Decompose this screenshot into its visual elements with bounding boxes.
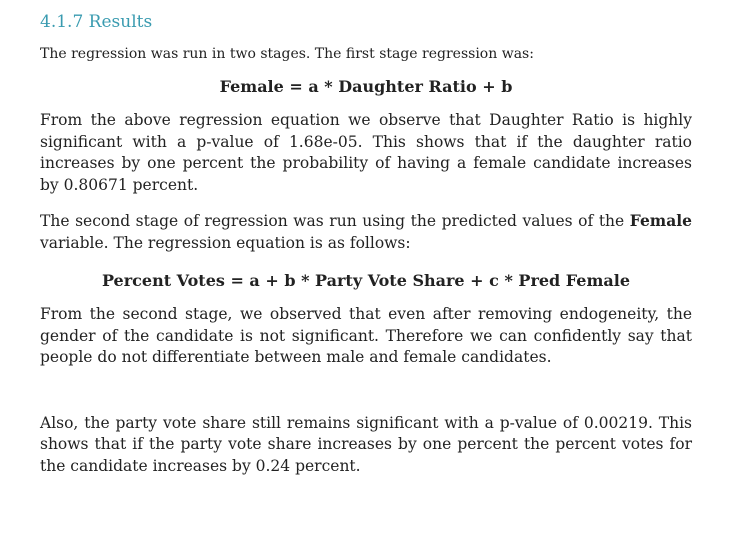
- paragraph-party-vote-share: Also, the party vote share still remains…: [40, 413, 692, 475]
- spacer: [40, 383, 692, 413]
- section-heading: 4.1.7 Results: [40, 12, 153, 32]
- first-stage-equation: Female = a * Daughter Ratio + b: [219, 77, 513, 96]
- paragraph-second-stage: The second stage of regression was run u…: [40, 210, 692, 254]
- second-stage-equation: Percent Votes = a + b * Party Vote Share…: [101, 271, 631, 290]
- document-page: 4.1.7 Results The regression was run in …: [40, 8, 692, 491]
- paragraph-daughter-ratio: From the above regression equation we ob…: [40, 111, 692, 194]
- paragraph-second-stage-after: variable. The regression equation is as …: [40, 233, 411, 252]
- female-variable-term: Female: [629, 211, 692, 230]
- paragraph-second-stage-before: The second stage of regression was run u…: [40, 212, 630, 230]
- intro-text: The regression was run in two stages. Th…: [40, 46, 534, 62]
- paragraph-endogeneity: From the second stage, we observed that …: [40, 305, 692, 366]
